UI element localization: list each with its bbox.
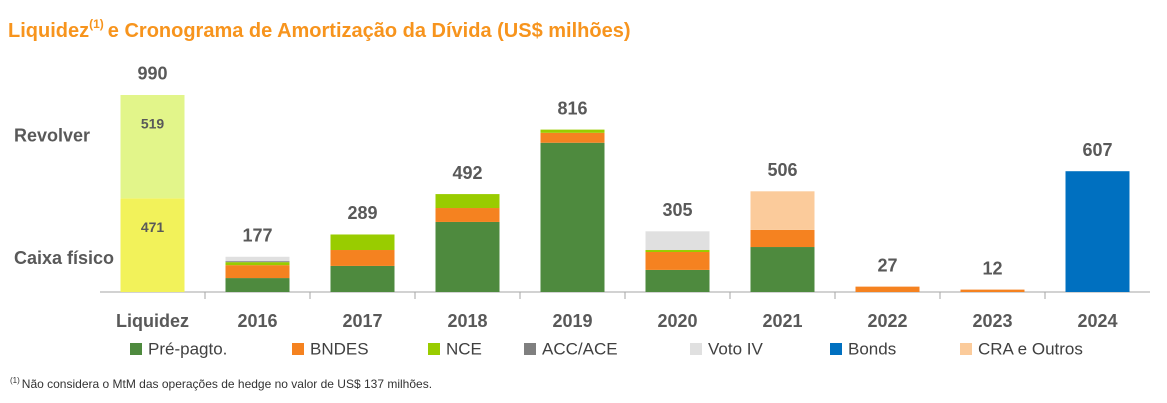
total-label: 12 (982, 258, 1002, 278)
x-tick-label: 2022 (867, 311, 907, 331)
x-tick-label: 2020 (657, 311, 697, 331)
legend-swatch (690, 343, 702, 355)
legend-label: ACC/ACE (542, 339, 618, 358)
bar-segment (750, 191, 815, 230)
total-label: 990 (137, 64, 167, 84)
total-label: 27 (877, 255, 897, 275)
bar-segment (435, 194, 500, 209)
bar-segment (435, 208, 500, 222)
bar-segment (330, 250, 395, 266)
bar-segment (330, 265, 395, 292)
legend-label: Voto IV (708, 339, 763, 358)
x-tick-label: 2019 (552, 311, 592, 331)
segment-value-label: 519 (141, 116, 165, 132)
x-tick-label: 2023 (972, 311, 1012, 331)
total-label: 607 (1082, 140, 1112, 160)
bar-segment (645, 269, 710, 292)
bar-segment (435, 221, 500, 292)
segment-side-label: Revolver (14, 125, 90, 145)
legend-swatch (292, 343, 304, 355)
legend-label: NCE (446, 339, 482, 358)
bar-segment (225, 278, 290, 292)
total-label: 177 (242, 226, 272, 246)
title-rest: e Cronograma de Amortização da Dívida (U… (108, 20, 631, 42)
bar-segment (225, 256, 290, 262)
bar-segment (225, 261, 290, 263)
liquidity-bar-segment (120, 198, 185, 292)
bar-segment (645, 231, 710, 251)
x-tick-label: 2016 (237, 311, 277, 331)
title-main: Liquidez (8, 20, 89, 42)
legend-swatch (830, 343, 842, 355)
legend-label: Bonds (848, 339, 896, 358)
legend-label: BNDES (310, 339, 369, 358)
bar-segment (540, 142, 605, 292)
bar-segment (225, 262, 290, 266)
footnote: (1) Não considera o MtM das operações de … (10, 376, 432, 391)
footnote-text: Não considera o MtM das operações de hed… (22, 377, 432, 391)
bar-segment (330, 234, 395, 251)
legend-label: Pré-pagto. (148, 339, 227, 358)
bar-segment (645, 252, 710, 270)
title-note: (1) (89, 17, 104, 31)
legend-swatch (524, 343, 536, 355)
bar-segment (750, 247, 815, 292)
footnote-mark: (1) (10, 376, 20, 385)
total-label: 506 (767, 160, 797, 180)
total-label: 289 (347, 203, 377, 223)
liquidity-bar-segment (120, 94, 185, 199)
total-label: 492 (452, 163, 482, 183)
legend-swatch (960, 343, 972, 355)
legend-label: CRA e Outros (978, 339, 1083, 358)
legend-swatch (130, 343, 142, 355)
bar-segment (855, 286, 920, 292)
bar-segment (540, 132, 605, 143)
total-label: 816 (557, 98, 587, 118)
x-tick-label: Liquidez (116, 311, 189, 331)
legend-swatch (428, 343, 440, 355)
segment-value-label: 471 (141, 219, 165, 235)
x-tick-label: 2017 (342, 311, 382, 331)
bar-segment (225, 265, 290, 279)
x-tick-label: 2024 (1077, 311, 1117, 331)
bar-segment (645, 250, 710, 253)
segment-side-label: Caixa físico (14, 248, 114, 268)
x-tick-label: 2021 (762, 311, 802, 331)
x-tick-label: 2018 (447, 311, 487, 331)
bar-segment (540, 129, 605, 133)
chart-title: Liquidez(1) e Cronograma de Amortização d… (8, 17, 631, 42)
bar-segment (750, 229, 815, 248)
total-label: 305 (662, 200, 692, 220)
bar-segment (1065, 171, 1130, 292)
bar-segment (960, 289, 1025, 292)
